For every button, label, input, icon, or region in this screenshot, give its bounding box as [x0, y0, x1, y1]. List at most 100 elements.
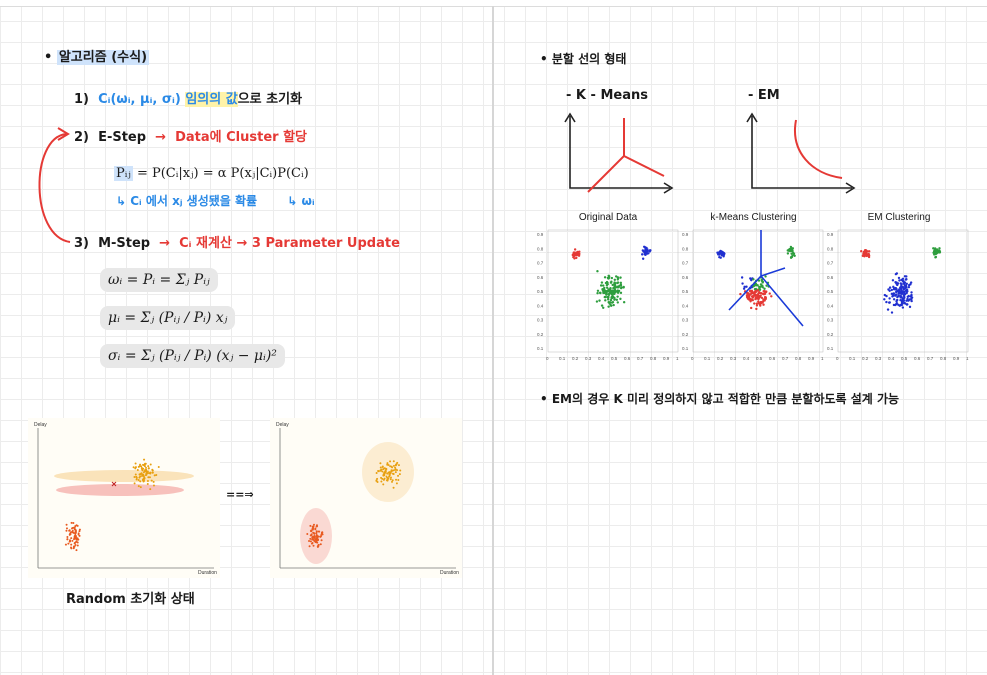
plot-caption: Random 초기화 상태 — [66, 592, 195, 607]
y-tick-label: 0.6 — [827, 275, 834, 280]
data-point — [380, 476, 383, 479]
cluster-point — [613, 296, 616, 300]
cluster-point — [895, 288, 898, 291]
converged-plot: Delay Duration — [270, 418, 462, 578]
data-point — [133, 482, 136, 485]
y-axis-label: Delay — [276, 422, 289, 428]
x-tick-label: 0.9 — [808, 356, 815, 361]
step-1-expression: Cᵢ(ωᵢ, μᵢ, σᵢ) — [98, 92, 181, 107]
cluster-point — [938, 247, 941, 250]
cluster-point — [757, 279, 761, 282]
cluster-point — [596, 270, 599, 273]
x-tick-label: 0.1 — [849, 356, 856, 361]
data-point — [399, 469, 402, 472]
data-point — [397, 478, 400, 481]
cluster-point — [938, 250, 942, 254]
x-tick-label: 1 — [676, 356, 679, 361]
data-point — [143, 477, 146, 480]
data-point — [314, 528, 317, 531]
cluster-point — [905, 278, 908, 281]
cluster-point — [739, 292, 742, 296]
cluster-point — [892, 288, 896, 291]
step-1-number: 1) — [74, 92, 89, 107]
cluster-point — [618, 284, 621, 287]
em-sketch — [746, 112, 856, 194]
left-heading-text: 알고리즘 (수식) — [56, 50, 150, 65]
cluster-point — [886, 308, 890, 311]
cluster-point — [763, 287, 766, 290]
cluster-point — [605, 284, 609, 287]
cluster-point — [641, 249, 645, 252]
data-point — [390, 470, 393, 473]
y-tick-label: 0.4 — [827, 303, 834, 308]
cluster-point — [908, 305, 912, 309]
gaussian-blob-orange — [54, 470, 194, 482]
data-point — [395, 478, 398, 481]
data-point — [386, 463, 389, 466]
cluster-point — [603, 288, 606, 292]
cluster-point — [902, 293, 905, 297]
data-point — [139, 486, 142, 489]
cluster-point — [616, 301, 619, 304]
cluster-point — [742, 287, 746, 290]
cluster-point — [758, 285, 762, 289]
cluster-point — [902, 280, 905, 283]
data-point — [147, 467, 150, 470]
step-3: 3) M-Step → Cᵢ 재계산 → 3 Parameter Update — [74, 232, 400, 251]
data-point — [395, 482, 398, 485]
data-point — [67, 542, 70, 545]
data-point — [385, 479, 388, 482]
data-point — [145, 472, 148, 475]
data-point — [317, 544, 320, 547]
y-tick-label: 0.6 — [537, 275, 544, 280]
cluster-point — [645, 252, 648, 255]
data-point — [392, 469, 395, 472]
cluster-point — [893, 303, 897, 307]
cluster-point — [883, 298, 886, 301]
random-init-plot: Delay Duration — [28, 418, 220, 578]
data-point — [142, 464, 145, 467]
data-point — [152, 480, 155, 483]
cluster-point — [607, 293, 611, 296]
cluster-point — [648, 249, 652, 252]
x-tick-label: 0.3 — [875, 356, 882, 361]
cluster-point — [888, 289, 891, 292]
cluster-point — [890, 288, 894, 292]
cluster-point — [740, 276, 744, 279]
step-2-arrow: → — [155, 130, 167, 145]
cluster-point — [754, 296, 757, 299]
cluster-point — [610, 304, 613, 307]
data-point — [74, 534, 77, 537]
cluster-point — [610, 276, 614, 280]
cluster-point — [642, 245, 646, 248]
data-point — [380, 480, 383, 483]
chart-title-kmeans: k-Means Clustering — [710, 212, 797, 223]
cluster-point — [910, 291, 913, 294]
data-point — [319, 535, 322, 538]
cluster-point — [752, 278, 755, 281]
data-point — [71, 539, 74, 542]
panel-frame — [837, 229, 969, 353]
y-tick-label: 0.2 — [827, 332, 834, 337]
cluster-point — [716, 253, 720, 256]
cluster-point — [603, 276, 607, 279]
cluster-point — [756, 289, 759, 292]
data-point — [132, 466, 135, 469]
data-point — [387, 471, 390, 474]
y-tick-label: 0.3 — [537, 318, 544, 323]
data-point — [319, 543, 322, 546]
cluster-point — [888, 286, 892, 289]
cluster-point — [892, 298, 896, 301]
data-point — [73, 542, 76, 545]
cluster-point — [602, 284, 605, 287]
em-note-text: EM의 경우 K 미리 정의하지 않고 적합한 만큼 분할하도록 설계 가능 — [551, 392, 900, 406]
cluster-point — [762, 298, 765, 301]
data-point — [65, 523, 68, 526]
cluster-point — [888, 297, 891, 300]
panel-frame — [547, 229, 679, 353]
cluster-point — [609, 298, 613, 302]
data-point — [392, 464, 395, 467]
data-point — [69, 532, 72, 535]
y-tick-label: 0.6 — [682, 275, 689, 280]
cluster-point — [890, 311, 894, 314]
